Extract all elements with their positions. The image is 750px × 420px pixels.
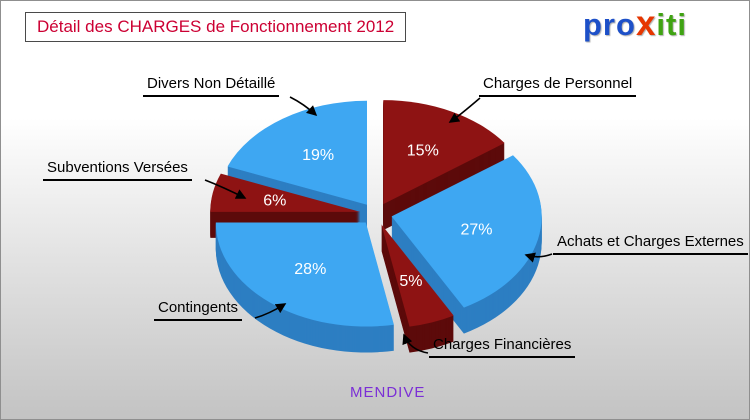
logo-part-pro: pro [583,7,636,42]
callout-arrow [204,179,247,199]
pie-slice [391,155,542,308]
callout-charges-financieres: Charges Financières [429,336,576,358]
pie-percent-label: 28% [294,261,326,278]
callout-contingents: Contingents [154,299,243,321]
pie-percent-label: 15% [407,142,439,159]
callout-arrow [402,333,429,354]
callout-subventions-versees: Subventions Versées [43,159,192,181]
callout-achats-et-charges-externes: Achats et Charges Externes [553,233,748,255]
callout-arrow [448,97,481,123]
pie-slice [227,100,367,205]
pie-slice [215,222,394,327]
pie-slice [383,100,505,205]
proxiti-logo: proxiti [583,4,687,44]
callout-arrow [289,96,318,117]
callout-arrow [524,252,553,263]
pie-percent-label: 6% [263,193,286,210]
logo-part-x: x [635,4,657,43]
callout-divers-non-detaille: Divers Non Détaillé [143,75,280,97]
pie-slice [381,224,454,327]
pie-percent-label: 5% [399,273,422,290]
chart-title: Détail des CHARGES de Fonctionnement 201… [25,12,407,42]
callout-charges-de-personnel: Charges de Personnel [479,75,637,97]
pie-slice [210,173,361,212]
pie-percent-label: 19% [302,147,334,164]
callout-arrow [254,303,287,319]
territory-name: MENDIVE [350,384,426,401]
logo-part-iti: iti [656,7,687,42]
pie-percent-label: 27% [460,222,492,239]
